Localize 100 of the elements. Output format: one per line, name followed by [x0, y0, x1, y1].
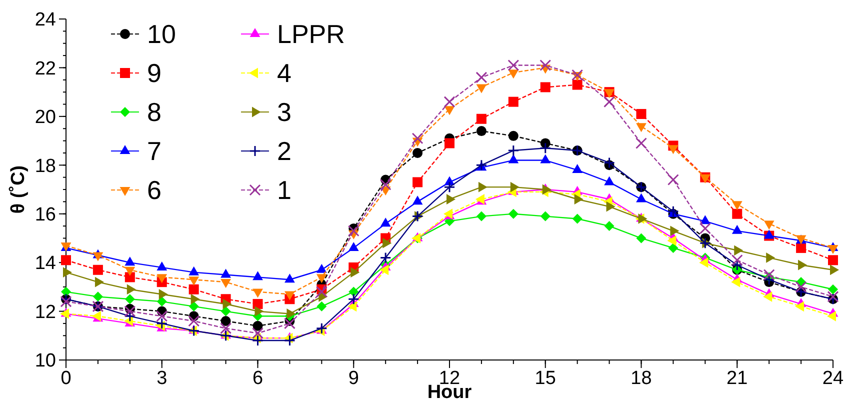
point	[796, 242, 806, 253]
point	[476, 72, 488, 84]
point	[827, 310, 836, 322]
point	[542, 184, 552, 195]
legend-label: 4	[277, 58, 292, 88]
point	[604, 221, 614, 232]
point	[61, 286, 71, 297]
x-tick-label: 9	[348, 368, 359, 389]
y-tick-label: 14	[34, 253, 56, 274]
point	[540, 142, 552, 154]
point	[412, 177, 423, 188]
point	[412, 210, 424, 222]
point	[284, 334, 296, 346]
point	[348, 286, 359, 297]
point	[731, 254, 743, 266]
point	[380, 252, 392, 264]
x-tick-label: 15	[534, 368, 556, 389]
point	[316, 301, 327, 312]
point	[636, 193, 646, 202]
point	[252, 327, 264, 339]
point	[572, 69, 584, 81]
y-tick-label: 18	[34, 156, 56, 177]
point	[188, 301, 199, 312]
point	[508, 96, 518, 107]
point	[444, 138, 454, 148]
point	[252, 320, 263, 331]
x-tick-label: 18	[630, 368, 652, 389]
point	[510, 182, 520, 192]
point	[220, 306, 231, 316]
point	[124, 306, 136, 318]
legend-label: 3	[277, 97, 292, 128]
point	[763, 269, 775, 280]
point	[348, 242, 359, 251]
point	[699, 257, 708, 268]
point	[190, 294, 200, 304]
point	[508, 154, 519, 164]
point	[126, 284, 136, 295]
point	[412, 148, 423, 158]
point	[828, 284, 838, 294]
point	[476, 211, 486, 222]
point	[667, 235, 676, 246]
point	[508, 60, 520, 72]
point	[284, 318, 296, 330]
point	[158, 289, 168, 300]
legend-label: LPPR	[277, 19, 345, 50]
point	[348, 225, 360, 237]
point	[763, 291, 772, 302]
point	[63, 267, 72, 278]
point	[316, 264, 327, 273]
point	[286, 308, 296, 319]
x-tick-label: 6	[252, 368, 264, 389]
point	[156, 261, 168, 270]
point	[604, 96, 616, 108]
point	[412, 196, 423, 205]
point	[124, 272, 135, 282]
point	[124, 294, 135, 304]
point	[795, 281, 807, 293]
point	[508, 144, 520, 156]
point	[731, 276, 740, 288]
point	[636, 233, 646, 244]
y-tick-label: 24	[34, 10, 56, 31]
legend-label: 8	[147, 97, 162, 128]
point	[795, 301, 804, 312]
x-tick-label: 21	[726, 368, 748, 389]
y-tick-label: 16	[34, 204, 56, 226]
point	[540, 60, 552, 72]
y-tick-label: 22	[34, 58, 56, 80]
point	[156, 318, 168, 330]
point	[828, 255, 838, 266]
point	[604, 176, 614, 186]
point	[220, 316, 231, 326]
legend-label: 7	[147, 136, 162, 166]
y-tick-label: 20	[34, 107, 56, 128]
y-tick-label: 10	[34, 350, 56, 372]
point	[699, 222, 711, 234]
y-tick-label: 12	[34, 302, 56, 323]
point	[476, 159, 488, 171]
point	[540, 211, 550, 222]
point	[220, 322, 232, 334]
point	[348, 301, 357, 312]
point	[604, 156, 616, 168]
point	[636, 108, 646, 119]
point	[731, 259, 743, 271]
point	[444, 96, 456, 108]
point	[348, 293, 360, 305]
point	[188, 266, 200, 276]
point	[124, 256, 136, 266]
point	[380, 264, 389, 276]
point	[540, 154, 551, 164]
legend-label: 9	[147, 58, 162, 88]
x-tick-label: 24	[822, 368, 844, 389]
point	[188, 284, 199, 294]
point	[572, 80, 582, 90]
point	[316, 286, 328, 298]
point	[156, 310, 168, 322]
point	[60, 296, 72, 308]
point	[732, 224, 742, 234]
point	[476, 114, 486, 124]
point	[252, 298, 263, 309]
point	[188, 325, 200, 337]
